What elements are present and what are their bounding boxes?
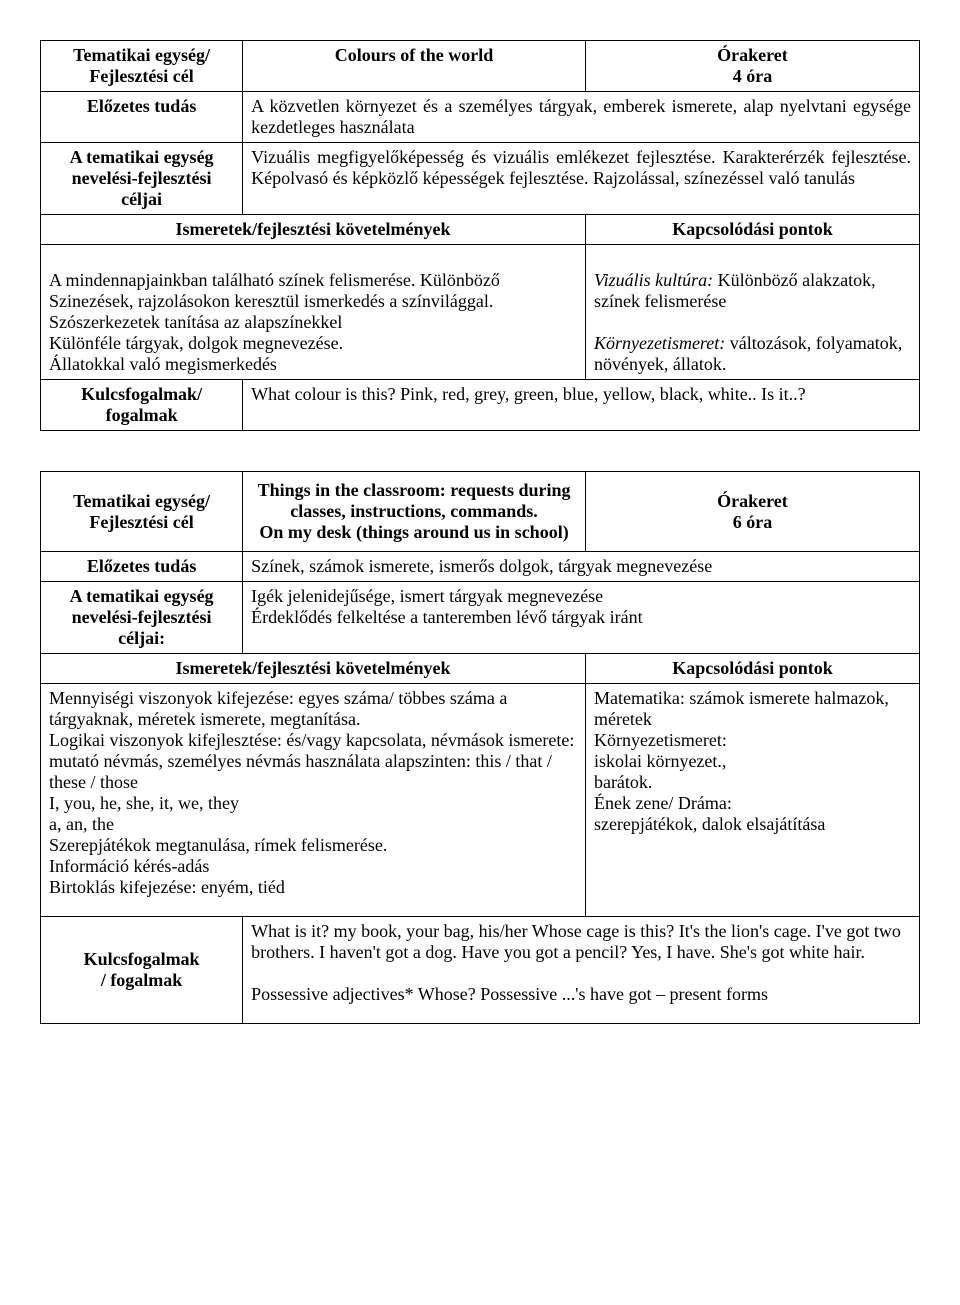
goals-text: Igék jelenidejűsége, ismert tárgyak megn… xyxy=(243,582,920,654)
key-concepts-label: Kulcsfogalmak / fogalmak xyxy=(41,917,243,1024)
table-row: Kulcsfogalmak/ fogalmak What colour is t… xyxy=(41,380,920,431)
key-concepts-text: What colour is this? Pink, red, grey, gr… xyxy=(243,380,920,431)
table-row: Ismeretek/fejlesztési követelmények Kapc… xyxy=(41,654,920,684)
unit-label: Tematikai egység/ Fejlesztési cél xyxy=(41,472,243,552)
requirements-header: Ismeretek/fejlesztési követelmények xyxy=(41,654,586,684)
prior-knowledge-label: Előzetes tudás xyxy=(41,92,243,143)
links-header: Kapcsolódási pontok xyxy=(585,215,919,245)
hours-label: Órakeret 6 óra xyxy=(585,472,919,552)
text-line: Szószerkezetek tanítása az alapszínekkel xyxy=(49,312,342,332)
text-line: Állatokkal való megismerkedés xyxy=(49,354,277,374)
links-header: Kapcsolódási pontok xyxy=(585,654,919,684)
table-row: Ismeretek/fejlesztési követelmények Kapc… xyxy=(41,215,920,245)
prior-knowledge-label: Előzetes tudás xyxy=(41,552,243,582)
table-row: Tematikai egység/ Fejlesztési cél Colour… xyxy=(41,41,920,92)
table-row: Előzetes tudás A közvetlen környezet és … xyxy=(41,92,920,143)
hours-label: Órakeret 4 óra xyxy=(585,41,919,92)
link-subject: Környezetismeret: xyxy=(594,333,725,353)
links-text: Matematika: számok ismerete halmazok, mé… xyxy=(585,684,919,917)
requirements-header: Ismeretek/fejlesztési követelmények xyxy=(41,215,586,245)
requirements-text: Mennyiségi viszonyok kifejezése: egyes s… xyxy=(41,684,586,917)
prior-knowledge-text: Színek, számok ismerete, ismerős dolgok,… xyxy=(243,552,920,582)
unit-label: Tematikai egység/ Fejlesztési cél xyxy=(41,41,243,92)
curriculum-table-1: Tematikai egység/ Fejlesztési cél Colour… xyxy=(40,40,920,431)
unit-title: Colours of the world xyxy=(243,41,586,92)
table-row: A tematikai egység nevelési-fejlesztési … xyxy=(41,143,920,215)
key-concepts-label: Kulcsfogalmak/ fogalmak xyxy=(41,380,243,431)
unit-title: Things in the classroom: requests during… xyxy=(243,472,586,552)
link-subject: Vizuális kultúra: xyxy=(594,270,713,290)
prior-knowledge-text: A közvetlen környezet és a személyes tár… xyxy=(243,92,920,143)
curriculum-table-2: Tematikai egység/ Fejlesztési cél Things… xyxy=(40,471,920,1024)
text-line: A mindennapjainkban található színek fel… xyxy=(49,270,500,290)
goals-label: A tematikai egység nevelési-fejlesztési … xyxy=(41,143,243,215)
table-row: Előzetes tudás Színek, számok ismerete, … xyxy=(41,552,920,582)
links-text: Vizuális kultúra: Különböző alakzatok, s… xyxy=(585,245,919,380)
goals-label: A tematikai egység nevelési-fejlesztési … xyxy=(41,582,243,654)
table-row: A tematikai egység nevelési-fejlesztési … xyxy=(41,582,920,654)
table-row: Mennyiségi viszonyok kifejezése: egyes s… xyxy=(41,684,920,917)
table-row: Kulcsfogalmak / fogalmak What is it? my … xyxy=(41,917,920,1024)
text-line: Különféle tárgyak, dolgok megnevezése. xyxy=(49,333,343,353)
goals-text: Vizuális megfigyelőképesség és vizuális … xyxy=(243,143,920,215)
table-row: Tematikai egység/ Fejlesztési cél Things… xyxy=(41,472,920,552)
text-line: Szinezések, rajzolásokon keresztül ismer… xyxy=(49,291,493,311)
key-concepts-text: What is it? my book, your bag, his/her W… xyxy=(243,917,920,1024)
table-row: A mindennapjainkban található színek fel… xyxy=(41,245,920,380)
requirements-text: A mindennapjainkban található színek fel… xyxy=(41,245,586,380)
